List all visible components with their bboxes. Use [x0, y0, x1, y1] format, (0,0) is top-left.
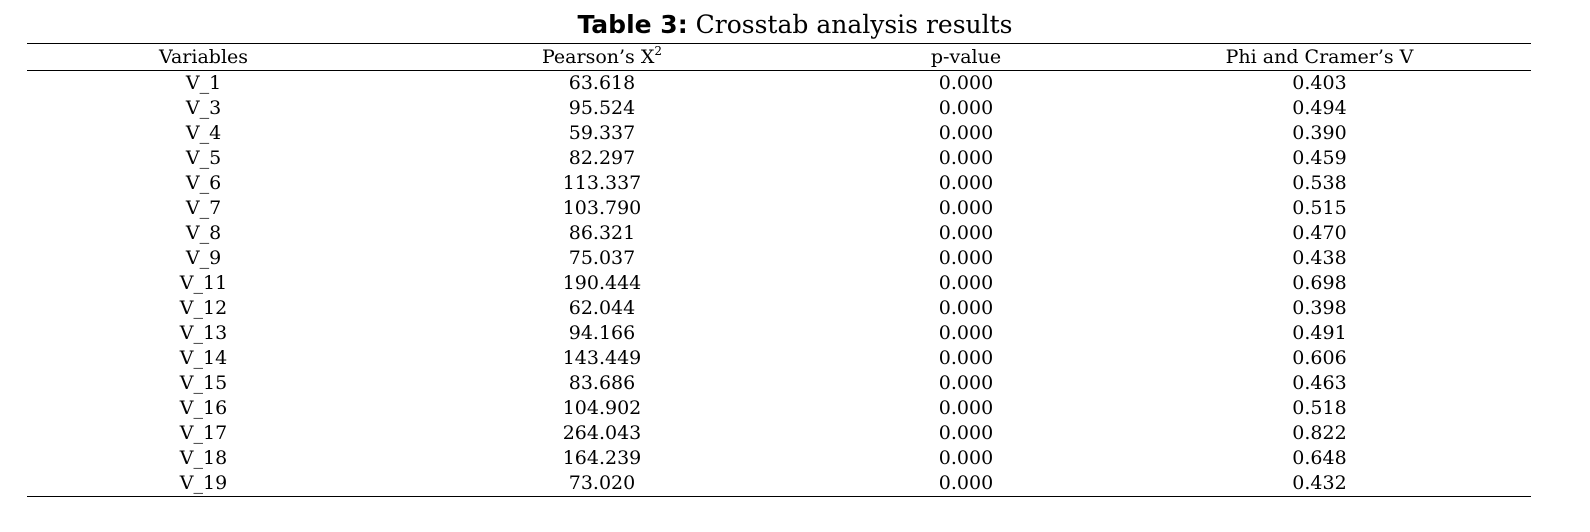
table-row: V_5 82.297 0.000 0.459 — [27, 146, 1531, 171]
cell-pvalue: 0.000 — [938, 222, 994, 244]
cell-variable: V_9 — [185, 247, 222, 269]
cell-variable: V_11 — [179, 272, 228, 294]
cell-variable: V_17 — [179, 422, 228, 444]
cell-phi: 0.491 — [1292, 322, 1347, 344]
cell-pearson: 164.239 — [562, 447, 642, 469]
cell-variable: V_18 — [179, 447, 228, 469]
cell-variable: V_5 — [185, 147, 222, 169]
cell-pvalue: 0.000 — [938, 247, 994, 269]
cell-pvalue: 0.000 — [938, 172, 994, 194]
cell-variable: V_15 — [179, 372, 228, 394]
table-row: V_9 75.037 0.000 0.438 — [27, 246, 1531, 271]
cell-pvalue: 0.000 — [824, 471, 1108, 497]
cell-phi: 0.398 — [1292, 297, 1347, 319]
cell-pearson: 94.166 — [568, 322, 636, 344]
cell-pvalue: 0.000 — [938, 97, 994, 119]
header-pearson: Pearson’s X2 — [380, 43, 824, 71]
cell-phi: 0.648 — [1292, 447, 1347, 469]
cell-pearson: 86.321 — [568, 222, 636, 244]
table-row: V_15 83.686 0.000 0.463 — [27, 371, 1531, 396]
cell-phi: 0.438 — [1292, 247, 1347, 269]
cell-pearson: 83.686 — [568, 372, 636, 394]
cell-variable: V_16 — [179, 397, 228, 419]
cell-variable: V_6 — [185, 172, 222, 194]
cell-phi: 0.538 — [1292, 172, 1347, 194]
cell-variable: V_19 — [27, 471, 380, 497]
cell-phi: 0.459 — [1292, 147, 1347, 169]
cell-variable: V_14 — [179, 347, 228, 369]
cell-pearson: 190.444 — [562, 272, 642, 294]
cell-pvalue: 0.000 — [938, 397, 994, 419]
cell-pvalue: 0.000 — [938, 347, 994, 369]
table-row: V_1 63.618 0.000 0.403 — [27, 71, 1531, 97]
cell-pearson: 95.524 — [568, 97, 636, 119]
cell-pearson: 75.037 — [568, 247, 636, 269]
cell-phi: 0.463 — [1292, 372, 1347, 394]
cell-pearson: 73.020 — [380, 471, 824, 497]
cell-pearson: 103.790 — [562, 197, 642, 219]
table-caption-label: Table 3: — [577, 10, 688, 39]
cell-phi: 0.494 — [1292, 97, 1347, 119]
cell-pvalue: 0.000 — [938, 147, 994, 169]
cell-pearson: 63.618 — [568, 72, 636, 94]
cell-pearson: 82.297 — [568, 147, 636, 169]
cell-phi: 0.822 — [1292, 422, 1347, 444]
cell-pearson: 104.902 — [562, 397, 642, 419]
cell-phi: 0.698 — [1292, 272, 1347, 294]
header-phi-cramers-v: Phi and Cramer’s V — [1108, 43, 1531, 71]
cell-pearson: 59.337 — [568, 122, 636, 144]
cell-variable: V_12 — [179, 297, 228, 319]
header-pearson-label: Pearson’s X — [541, 46, 655, 68]
table-row: V_12 62.044 0.000 0.398 — [27, 296, 1531, 321]
cell-phi: 0.515 — [1292, 197, 1347, 219]
cell-variable: V_1 — [185, 72, 222, 94]
table-row: V_19 73.020 0.000 0.432 — [27, 471, 1531, 497]
cell-pearson: 264.043 — [562, 422, 642, 444]
header-variables: Variables — [27, 43, 380, 71]
table-row: V_16 104.902 0.000 0.518 — [27, 396, 1531, 421]
cell-pvalue: 0.000 — [938, 272, 994, 294]
table-row: V_11 190.444 0.000 0.698 — [27, 271, 1531, 296]
cell-pvalue: 0.000 — [938, 372, 994, 394]
cell-phi: 0.390 — [1292, 122, 1347, 144]
cell-phi: 0.606 — [1292, 347, 1347, 369]
cell-variable: V_4 — [185, 122, 222, 144]
table-row: V_18 164.239 0.000 0.648 — [27, 446, 1531, 471]
crosstab-results-table: Variables Pearson’s X2 p-value Phi and C… — [27, 43, 1531, 497]
table-row: V_17 264.043 0.000 0.822 — [27, 421, 1531, 446]
cell-pearson: 62.044 — [568, 297, 636, 319]
table-row: V_14 143.449 0.000 0.606 — [27, 346, 1531, 371]
cell-variable: V_8 — [185, 222, 222, 244]
cell-phi: 0.518 — [1292, 397, 1347, 419]
cell-variable: V_7 — [185, 197, 222, 219]
table-caption: Table 3: Crosstab analysis results — [0, 10, 1590, 40]
table-body: V_1 63.618 0.000 0.403 V_3 95.524 0.000 0.494 V_… — [27, 71, 1531, 497]
cell-pvalue: 0.000 — [938, 122, 994, 144]
cell-pvalue: 0.000 — [938, 197, 994, 219]
cell-variable: V_13 — [179, 322, 228, 344]
cell-pearson: 113.337 — [562, 172, 642, 194]
cell-pvalue: 0.000 — [938, 72, 994, 94]
cell-phi: 0.432 — [1108, 471, 1531, 497]
cell-phi: 0.403 — [1292, 72, 1347, 94]
cell-pvalue: 0.000 — [938, 422, 994, 444]
table-caption-text: Crosstab analysis results — [687, 10, 1013, 39]
cell-pvalue: 0.000 — [938, 447, 994, 469]
table-header-row: Variables Pearson’s X2 p-value Phi and C… — [27, 43, 1531, 71]
table-row: V_3 95.524 0.000 0.494 — [27, 96, 1531, 121]
cell-pearson: 143.449 — [562, 347, 642, 369]
table-row: V_8 86.321 0.000 0.470 — [27, 221, 1531, 246]
header-pvalue: p-value — [824, 43, 1108, 71]
cell-phi: 0.470 — [1292, 222, 1347, 244]
table-row: V_4 59.337 0.000 0.390 — [27, 121, 1531, 146]
table-row: V_6 113.337 0.000 0.538 — [27, 171, 1531, 196]
cell-variable: V_3 — [185, 97, 222, 119]
header-pearson-superscript: 2 — [654, 44, 662, 58]
cell-pvalue: 0.000 — [938, 322, 994, 344]
cell-pvalue: 0.000 — [938, 297, 994, 319]
table-row: V_7 103.790 0.000 0.515 — [27, 196, 1531, 221]
table-row: V_13 94.166 0.000 0.491 — [27, 321, 1531, 346]
